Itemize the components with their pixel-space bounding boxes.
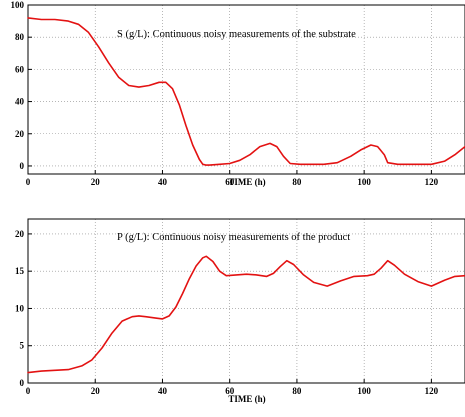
- substrate-x-tick-label: 40: [158, 177, 168, 187]
- product-series-line: [28, 256, 465, 372]
- substrate-x-tick-label: 120: [425, 177, 439, 187]
- product-annotation: P (g/L): Continuous noisy measurements o…: [117, 232, 350, 243]
- product-chart-panel: P (g/L): Continuous noisy measurements o…: [15, 219, 465, 404]
- substrate-x-tick-label: 100: [357, 177, 371, 187]
- substrate-x-tick-label: 20: [91, 177, 101, 187]
- substrate-chart-panel: S (g/L): Continuous noisy measurements o…: [11, 0, 465, 187]
- substrate-y-tick-label: 40: [15, 97, 25, 107]
- product-x-tick-label: 40: [158, 386, 168, 396]
- substrate-x-tick-label: 60: [225, 177, 235, 187]
- product-y-tick-label: 15: [15, 266, 25, 276]
- product-x-tick-label: 100: [357, 386, 371, 396]
- product-y-tick-label: 20: [15, 229, 25, 239]
- product-y-tick-label: 5: [20, 341, 25, 351]
- product-x-tick-label: 80: [292, 386, 302, 396]
- product-x-tick-label: 120: [425, 386, 439, 396]
- substrate-y-tick-label: 60: [15, 64, 25, 74]
- substrate-annotation: S (g/L): Continuous noisy measurements o…: [117, 29, 356, 40]
- substrate-y-tick-label: 80: [15, 32, 25, 42]
- product-x-tick-label: 60: [225, 386, 235, 396]
- substrate-x-tick-label: 0: [26, 177, 31, 187]
- substrate-x-tick-label: 80: [292, 177, 302, 187]
- substrate-y-tick-label: 20: [15, 129, 25, 139]
- product-y-tick-label: 10: [15, 303, 25, 313]
- product-x-tick-label: 20: [91, 386, 101, 396]
- substrate-y-tick-label: 0: [20, 161, 25, 171]
- substrate-y-tick-label: 100: [11, 0, 25, 10]
- product-y-tick-label: 0: [20, 378, 25, 388]
- product-x-tick-label: 0: [26, 386, 31, 396]
